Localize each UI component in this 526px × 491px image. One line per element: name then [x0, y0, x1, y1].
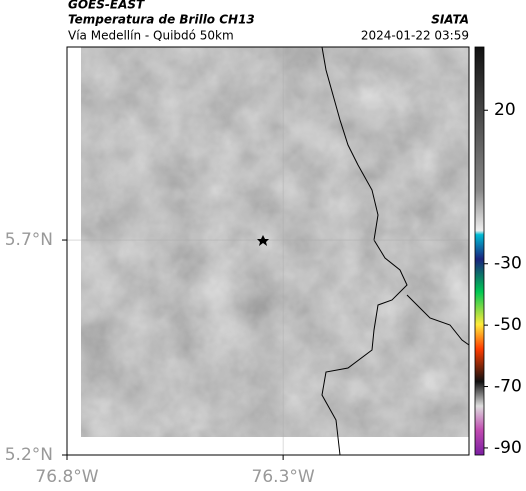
border — [406, 294, 470, 346]
border — [321, 46, 408, 456]
datetime: 2024-01-22 03:59 — [361, 29, 469, 43]
colorbar-tick-label: -70 — [494, 377, 522, 397]
subtitle: Temperatura de Brillo CH13 — [68, 13, 255, 27]
source: SIATA — [431, 13, 469, 27]
station-marker — [257, 235, 269, 246]
map-frame — [66, 46, 470, 456]
satellite-image — [81, 47, 469, 437]
title: GOES-EAST — [68, 0, 145, 12]
route: Vía Medellín - Quibdó 50km — [68, 29, 234, 43]
y-tick-label: 5.7°N — [5, 230, 53, 250]
colorbar-tick-label: -90 — [494, 438, 522, 458]
colorbar-tick-label: -50 — [494, 315, 522, 335]
colorbar-tick-label: -30 — [494, 254, 522, 274]
colorbar — [474, 46, 485, 456]
colorbar-tick-label: 20 — [494, 100, 516, 120]
x-tick-label: 76.8°W — [35, 467, 98, 487]
x-tick-label: 76.3°W — [252, 467, 315, 487]
y-tick-label: 5.2°N — [5, 445, 53, 465]
